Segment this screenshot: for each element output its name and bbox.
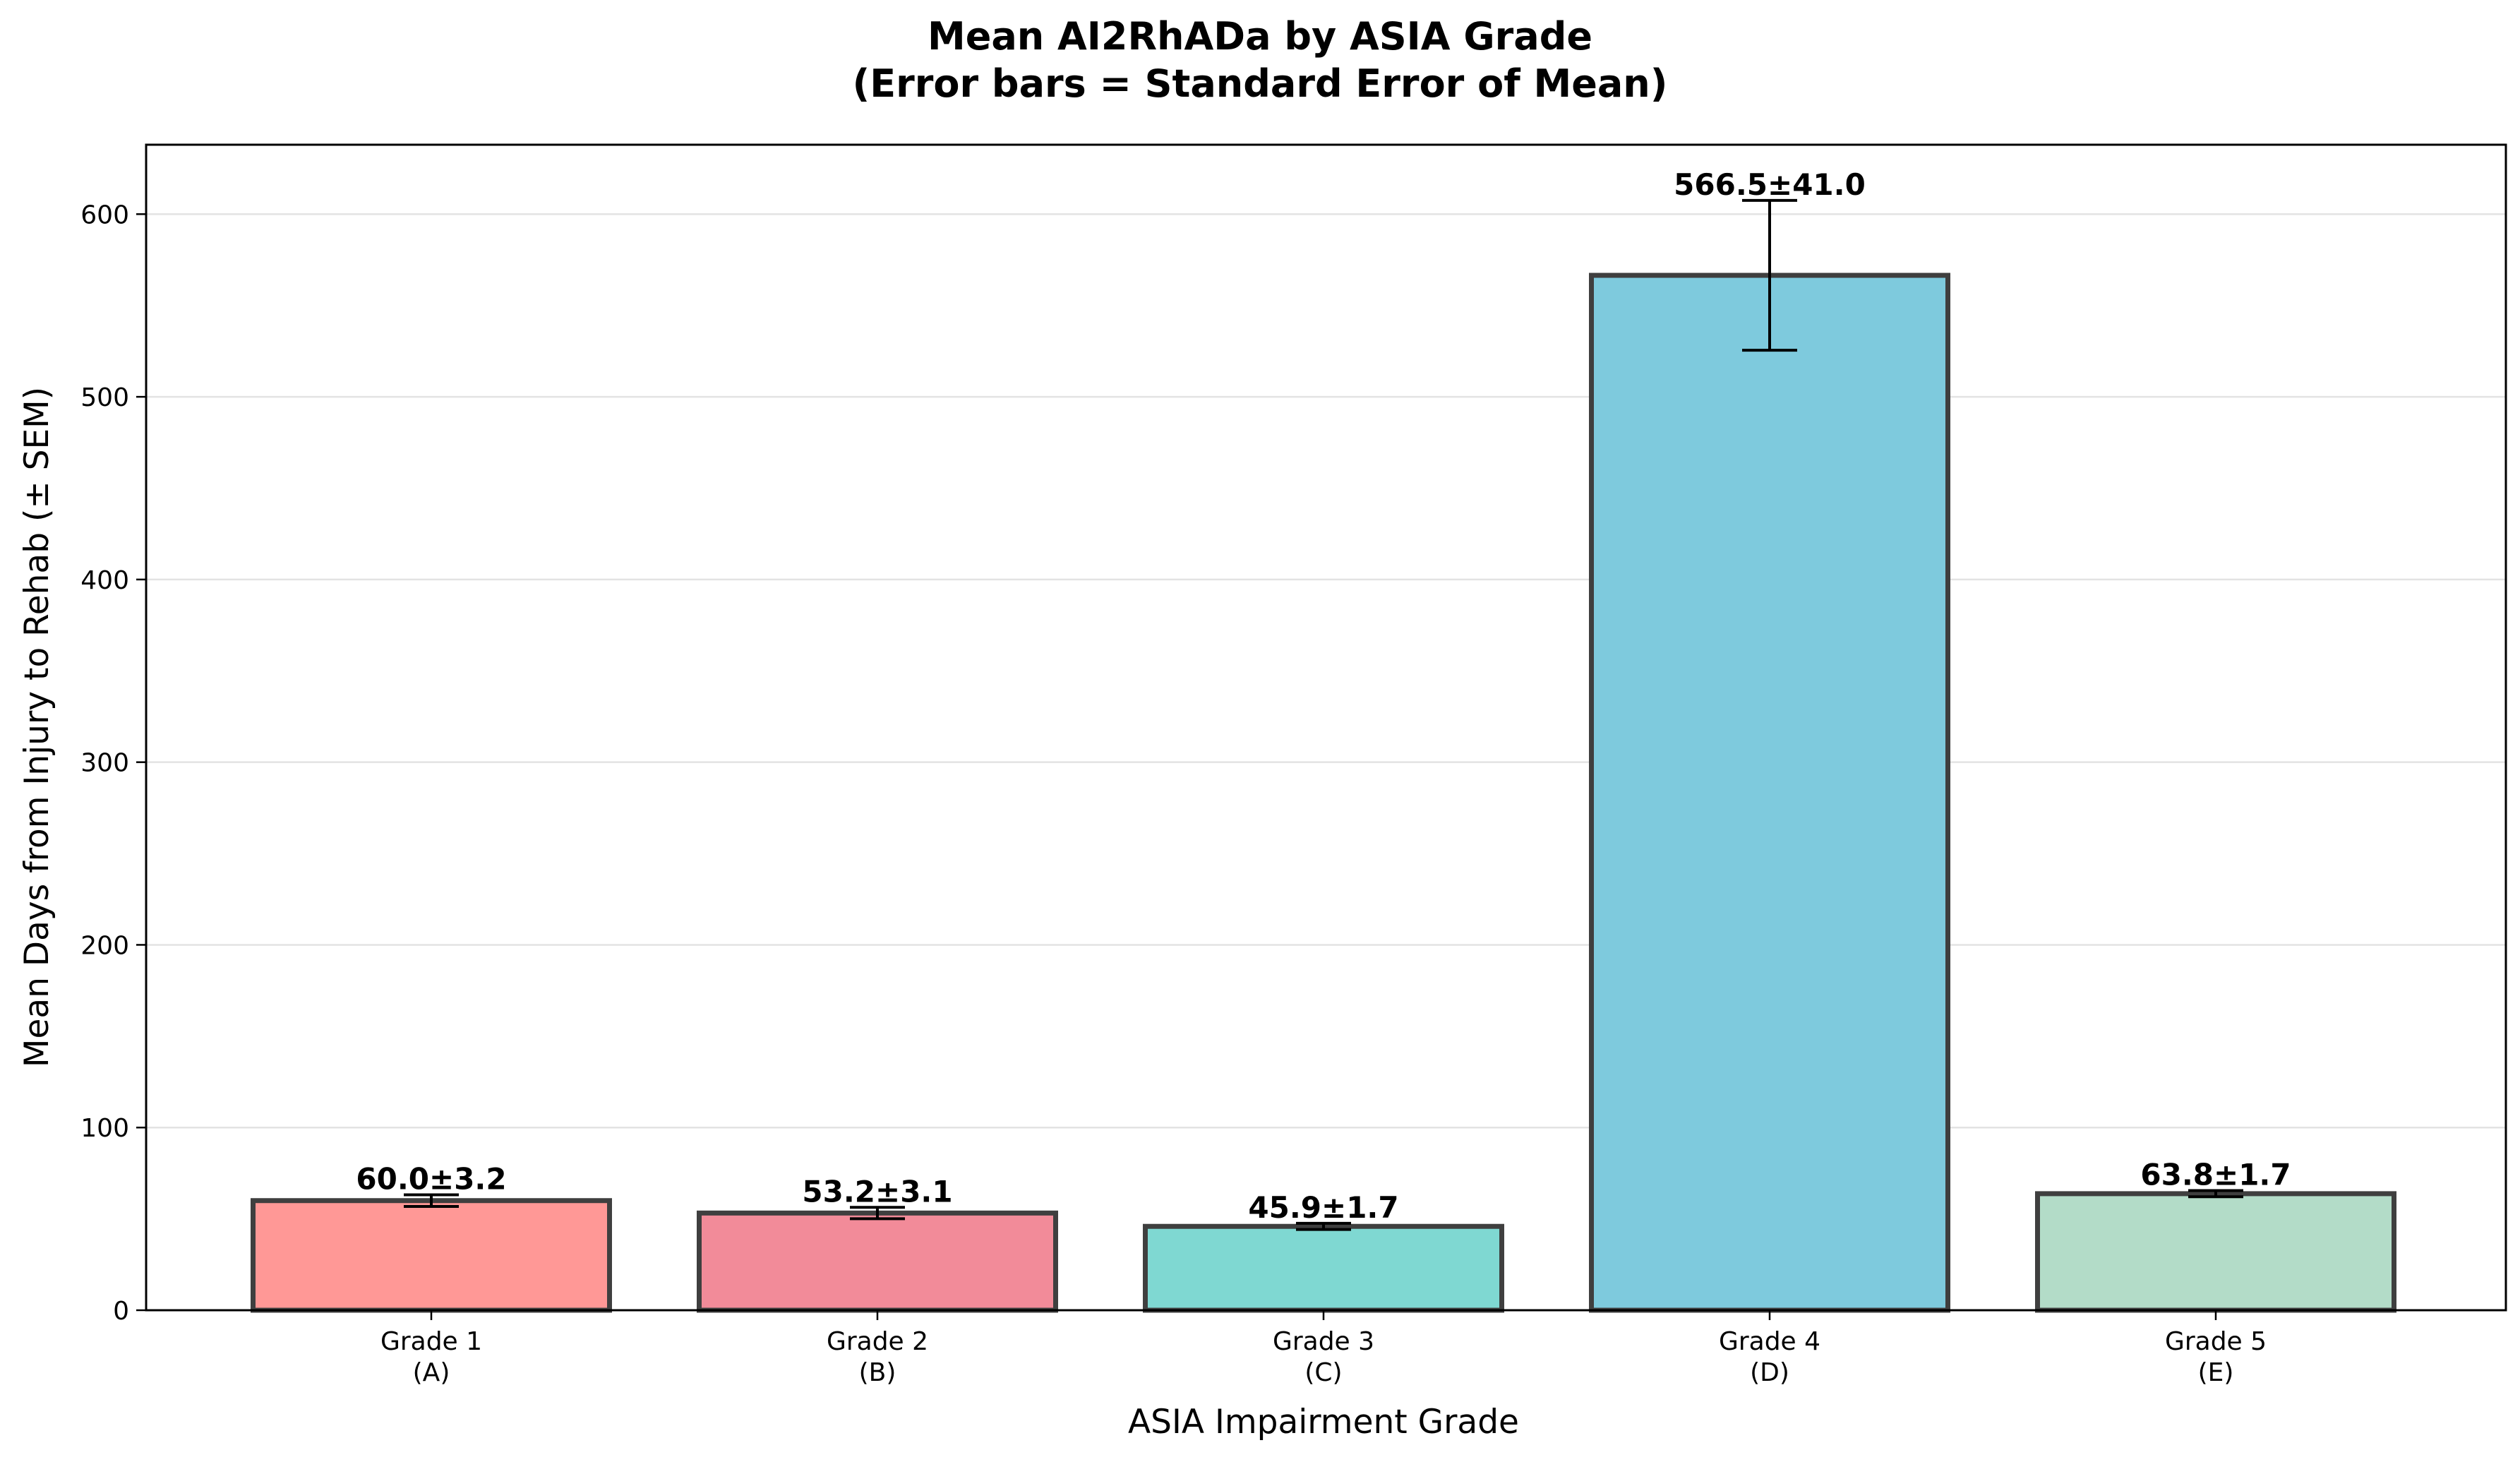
data-labels: 60.0±3.2 53.2±3.1 45.9±1.7 566.5±41.0 63.8±1… bbox=[356, 167, 2291, 1225]
data-label: 566.5±41.0 bbox=[1674, 167, 1866, 202]
x-tick-label: Grade 5 bbox=[2165, 1327, 2267, 1356]
bar bbox=[1143, 1223, 1504, 1313]
x-axis-ticks: Grade 1(A) Grade 2(B) Grade 3(C) Grade 4(D)… bbox=[380, 1310, 2267, 1387]
data-label: 60.0±3.2 bbox=[356, 1161, 506, 1196]
bars bbox=[251, 272, 2396, 1313]
x-tick-sublabel: (C) bbox=[1304, 1358, 1342, 1387]
error-bars bbox=[404, 198, 2243, 1231]
data-label: 63.8±1.7 bbox=[2140, 1158, 2291, 1192]
data-label: 53.2±3.1 bbox=[802, 1174, 952, 1209]
bar bbox=[1589, 272, 1950, 1313]
bar bbox=[251, 1198, 612, 1313]
x-axis-label: ASIA Impairment Grade bbox=[1128, 1403, 1519, 1442]
x-tick-sublabel: (E) bbox=[2198, 1358, 2234, 1387]
y-tick-label: 500 bbox=[80, 383, 129, 412]
x-tick-label: Grade 1 bbox=[380, 1327, 482, 1356]
plot-frame bbox=[145, 143, 2507, 1312]
bar bbox=[697, 1210, 1058, 1313]
y-tick-label: 100 bbox=[80, 1114, 129, 1143]
chart-subtitle: (Error bars = Standard Error of Mean) bbox=[853, 61, 1668, 106]
x-tick-sublabel: (A) bbox=[413, 1358, 450, 1387]
x-tick-sublabel: (D) bbox=[1750, 1358, 1789, 1387]
chart-title: Mean AI2RhADa by ASIA Grade bbox=[928, 14, 1592, 59]
x-tick-label: Grade 3 bbox=[1273, 1327, 1374, 1356]
y-axis-ticks: 0 100 200 300 400 500 600 bbox=[80, 200, 146, 1326]
x-tick-sublabel: (B) bbox=[859, 1358, 896, 1387]
bar bbox=[2035, 1191, 2396, 1313]
x-tick-label: Grade 2 bbox=[827, 1327, 928, 1356]
y-tick-label: 0 bbox=[113, 1297, 129, 1326]
y-tick-label: 200 bbox=[80, 931, 129, 960]
y-tick-label: 400 bbox=[80, 566, 129, 595]
data-label: 45.9±1.7 bbox=[1248, 1190, 1398, 1225]
y-axis-label: Mean Days from Injury to Rehab (± SEM) bbox=[18, 387, 56, 1067]
x-tick-label: Grade 4 bbox=[1719, 1327, 1820, 1356]
y-tick-label: 600 bbox=[80, 200, 129, 229]
y-tick-label: 300 bbox=[80, 749, 129, 778]
gridlines bbox=[146, 213, 2506, 1129]
